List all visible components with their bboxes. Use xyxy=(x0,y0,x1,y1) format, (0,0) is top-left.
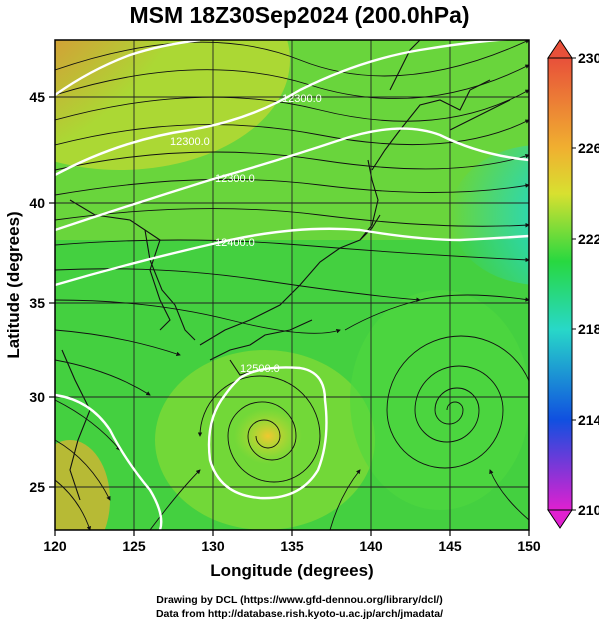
axis-ticks xyxy=(49,96,530,536)
warm-core-typhoon xyxy=(234,408,302,464)
contour-label: 12300.0 xyxy=(215,173,255,185)
colorbar-label: 230 xyxy=(578,50,599,66)
y-tick-labels: 25 30 35 40 45 xyxy=(29,89,45,495)
x-axis-title: Longitude (degrees) xyxy=(210,561,373,580)
contour-label: 12300.0 xyxy=(282,93,322,105)
x-tick-labels: 120 125 130 135 140 145 150 xyxy=(43,538,541,554)
x-tick-label: 140 xyxy=(359,538,383,554)
colorbar-bottom-arrow xyxy=(547,509,573,529)
cool-anomaly-east xyxy=(450,145,529,285)
x-tick-label: 145 xyxy=(438,538,462,554)
contour-labels: 12300.0 12300.0 12300.0 12400.0 12500.0 xyxy=(170,93,322,375)
x-tick-label: 135 xyxy=(280,538,304,554)
y-tick-label: 25 xyxy=(29,479,45,495)
colorbar-label: 218 xyxy=(578,321,599,337)
height-contours xyxy=(55,40,529,530)
y-tick-label: 35 xyxy=(29,295,45,311)
contour-label: 12500.0 xyxy=(240,363,280,375)
x-tick-label: 150 xyxy=(517,538,541,554)
colorbar: 230 226 222 218 214 210 xyxy=(547,39,599,529)
plot-area: 12300.0 12300.0 12300.0 12400.0 12500.0 xyxy=(55,40,529,530)
x-tick-label: 120 xyxy=(43,538,67,554)
credits: Drawing by DCL (https://www.gfd-dennou.o… xyxy=(0,593,599,621)
y-axis-title: Latitude (degrees) xyxy=(4,211,23,358)
y-tick-label: 45 xyxy=(29,89,45,105)
x-tick-label: 130 xyxy=(201,538,225,554)
colorbar-label: 226 xyxy=(578,140,599,156)
contour-label: 12400.0 xyxy=(215,237,255,249)
credit-data: Data from http://database.rish.kyoto-u.a… xyxy=(155,608,444,620)
y-tick-label: 40 xyxy=(29,195,45,211)
map-title: MSM 18Z30Sep2024 (200.0hPa) xyxy=(129,2,470,28)
colorbar-label: 222 xyxy=(578,231,599,247)
streamlines xyxy=(55,40,529,530)
y-tick-label: 30 xyxy=(29,389,45,405)
contour-label: 12300.0 xyxy=(170,136,210,148)
colorbar-top-arrow xyxy=(547,39,573,59)
colorbar-label: 210 xyxy=(578,502,599,518)
credit-drawing: Drawing by DCL (https://www.gfd-dennou.o… xyxy=(156,594,443,606)
colorbar-scale xyxy=(547,57,573,511)
warm-anomaly-northwest xyxy=(55,40,210,182)
colorbar-label: 214 xyxy=(578,412,599,428)
x-tick-label: 125 xyxy=(122,538,146,554)
